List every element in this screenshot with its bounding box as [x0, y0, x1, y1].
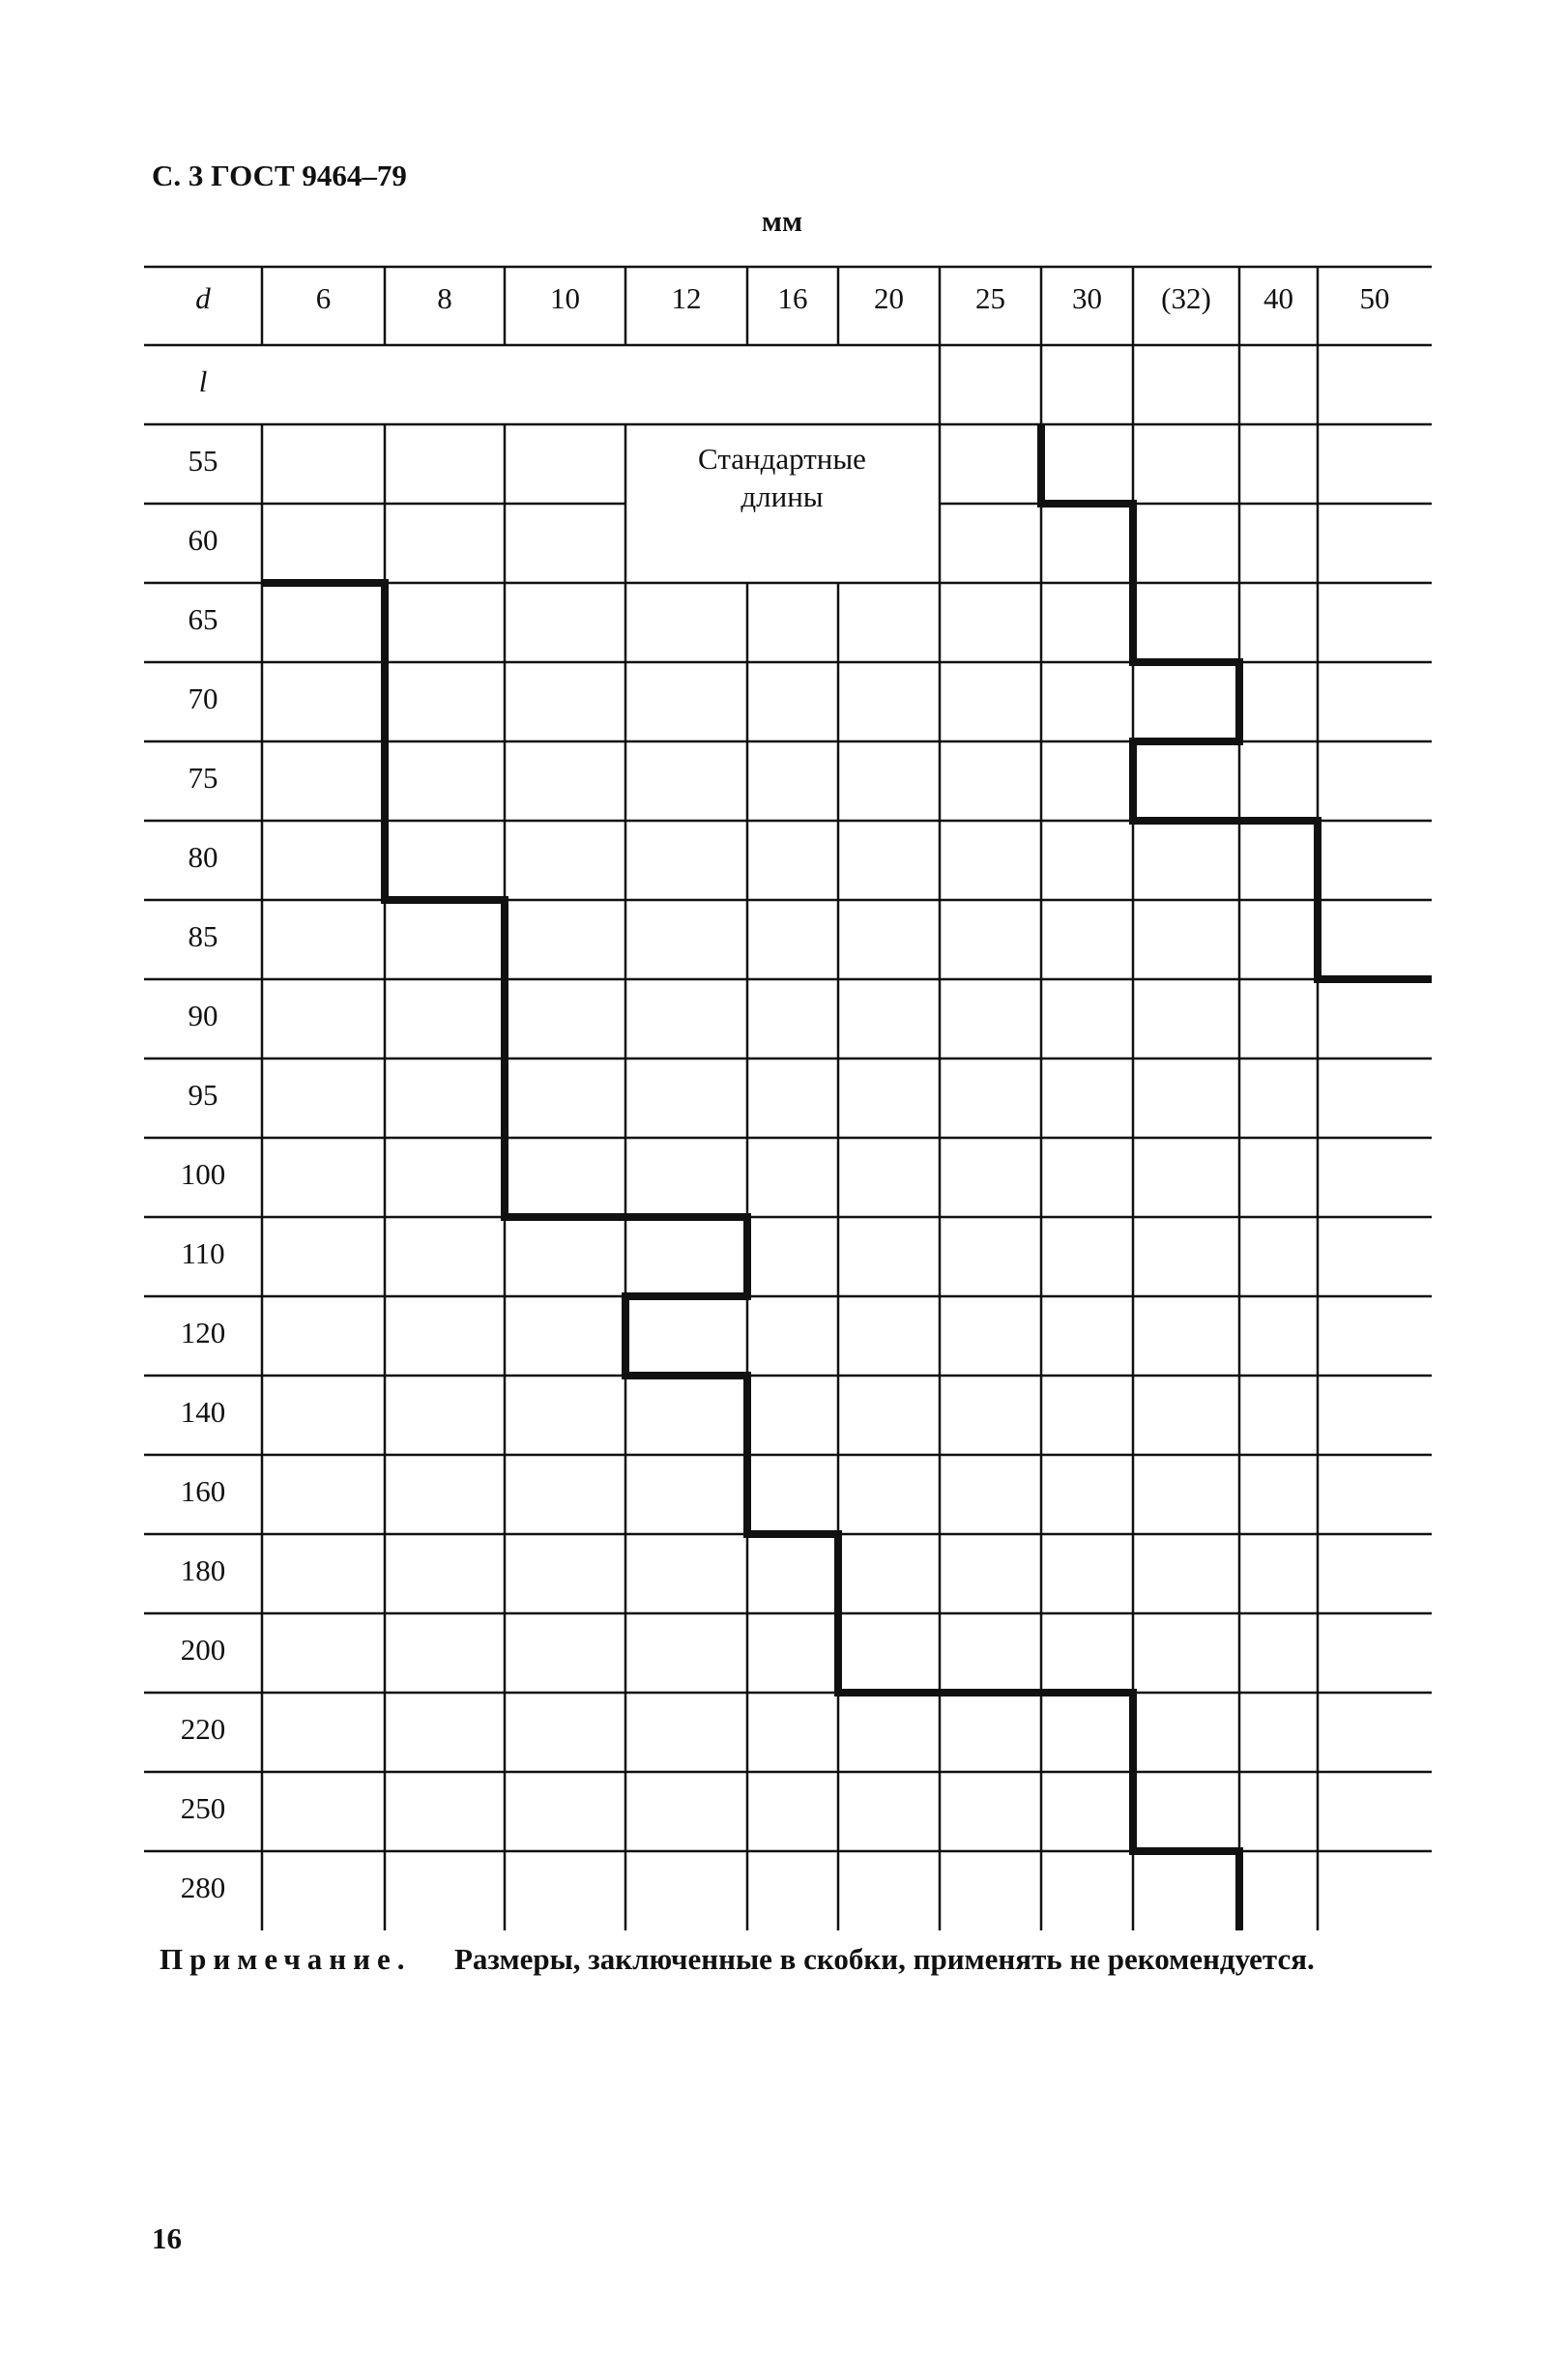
row-label: 85	[189, 919, 218, 953]
note-text: Размеры, заключенные в скобки, применять…	[454, 1942, 1315, 1976]
d-label: d	[195, 281, 211, 315]
column-header: 50	[1360, 281, 1390, 315]
region-label: длины	[740, 479, 823, 513]
row-label: 120	[181, 1316, 226, 1349]
l-label: l	[199, 364, 208, 398]
column-header: (32)	[1161, 281, 1211, 315]
column-header: 20	[874, 281, 904, 315]
row-label: 200	[181, 1633, 226, 1667]
column-header: 25	[975, 281, 1005, 315]
region-label: Стандартные	[698, 442, 866, 476]
row-label: 220	[181, 1712, 226, 1746]
row-label: 65	[189, 602, 218, 636]
standard-length-boundary	[262, 579, 1243, 1930]
row-label: 160	[181, 1474, 226, 1508]
note-label: Примечание.	[160, 1942, 412, 1976]
row-label: 90	[189, 999, 218, 1032]
row-label: 60	[189, 523, 218, 557]
row-label: 140	[181, 1395, 226, 1429]
column-header: 8	[437, 281, 452, 315]
row-label: 250	[181, 1791, 226, 1825]
row-label: 95	[189, 1078, 218, 1112]
column-header: 6	[316, 281, 332, 315]
units: мм	[762, 204, 802, 238]
column-header: 10	[550, 281, 580, 315]
column-header: 12	[672, 281, 702, 315]
row-label: 280	[181, 1870, 226, 1904]
standard-length-boundary	[1037, 424, 1432, 983]
row-label: 180	[181, 1553, 226, 1587]
row-label: 110	[181, 1236, 224, 1270]
row-label: 55	[189, 444, 218, 478]
column-header: 40	[1263, 281, 1293, 315]
column-header: 16	[778, 281, 808, 315]
column-header: 30	[1072, 281, 1102, 315]
page-number: 16	[152, 2221, 182, 2255]
row-label: 75	[189, 761, 218, 795]
row-label: 100	[181, 1157, 226, 1191]
row-label: 70	[189, 682, 218, 715]
row-label: 80	[189, 840, 218, 874]
page-header: С. 3 ГОСТ 9464–79	[152, 159, 407, 192]
